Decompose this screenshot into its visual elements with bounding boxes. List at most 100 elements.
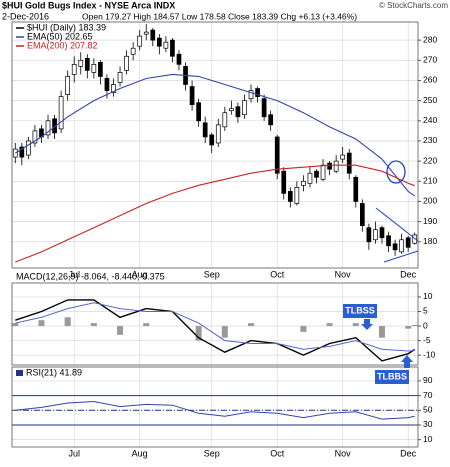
y-tick-label: 30 bbox=[423, 419, 433, 429]
candle-body bbox=[156, 37, 162, 47]
candle-body bbox=[274, 136, 280, 174]
candle-body bbox=[98, 61, 103, 77]
x-tick-label: Nov bbox=[335, 448, 352, 458]
y-tick-label: 270 bbox=[423, 55, 437, 65]
histogram-bar bbox=[195, 326, 202, 341]
line bbox=[15, 73, 416, 197]
candle-body bbox=[340, 154, 346, 160]
candle-body bbox=[189, 86, 195, 106]
y-tick-label: 10 bbox=[423, 291, 433, 301]
y-tick-label: 90 bbox=[423, 375, 433, 385]
legend-label: EMA(50) 202.65 bbox=[27, 31, 93, 41]
candle-body bbox=[58, 96, 64, 130]
annotation-box bbox=[343, 304, 377, 318]
candle-body bbox=[124, 55, 129, 71]
candle-body bbox=[359, 203, 365, 227]
histogram-bar bbox=[38, 320, 45, 327]
candle-body bbox=[235, 106, 241, 118]
date: 2-Dec-2016 bbox=[2, 11, 49, 21]
histogram-bar bbox=[405, 326, 412, 329]
arrow bbox=[361, 319, 373, 330]
candle-body bbox=[320, 164, 326, 180]
histogram-bar bbox=[12, 323, 19, 327]
x-tick-label: Aug bbox=[132, 448, 148, 458]
y-tick-label: 50 bbox=[423, 405, 433, 415]
legend-label: EMA(200) 207.82 bbox=[27, 40, 98, 50]
y-tick-label: 180 bbox=[423, 236, 437, 246]
histogram-bar bbox=[411, 324, 418, 327]
y-tick-label: 10 bbox=[423, 434, 433, 444]
x-tick-label: Nov bbox=[335, 269, 352, 279]
candle-body bbox=[248, 90, 254, 99]
candle-body bbox=[373, 229, 378, 241]
histogram-bar bbox=[300, 326, 307, 332]
candle-body bbox=[353, 176, 359, 202]
candle-body bbox=[327, 162, 332, 170]
x-tick-label: Sep bbox=[204, 269, 220, 279]
x-tick-label: Oct bbox=[270, 269, 285, 279]
candle-body bbox=[392, 243, 398, 251]
candle-body bbox=[333, 160, 339, 172]
histogram-bar bbox=[248, 323, 255, 327]
histogram-bar bbox=[143, 323, 150, 327]
y-tick-label: 200 bbox=[423, 196, 437, 206]
histogram-bar bbox=[117, 326, 124, 335]
candle-body bbox=[255, 88, 260, 97]
y-tick-label: -5 bbox=[423, 335, 431, 345]
candle-body bbox=[111, 84, 116, 93]
line bbox=[15, 299, 416, 362]
y-tick-label: 5 bbox=[423, 306, 428, 316]
candle-body bbox=[71, 63, 77, 75]
annotation: TLBBS bbox=[377, 371, 407, 381]
candle-body bbox=[150, 29, 156, 41]
y-tick-label: 280 bbox=[423, 34, 437, 44]
symbol-title: $HUI Gold Bugs Index - NYSE Arca INDX bbox=[2, 0, 175, 10]
histogram-bar bbox=[352, 323, 359, 327]
candle-body bbox=[32, 130, 38, 144]
panel-frame bbox=[11, 366, 419, 448]
candle-body bbox=[412, 234, 418, 244]
candle-body bbox=[215, 124, 221, 144]
x-tick-label: Aug bbox=[132, 269, 148, 279]
x-tick-label: Jul bbox=[68, 269, 80, 279]
candle-body bbox=[65, 76, 71, 95]
legend-swatch bbox=[16, 370, 23, 376]
candle-body bbox=[294, 186, 300, 204]
panel bbox=[12, 22, 418, 268]
quote: Open 179.27 High 184.57 Low 178.58 Close… bbox=[82, 11, 357, 21]
candle-body bbox=[176, 53, 182, 65]
candle-body bbox=[104, 78, 110, 91]
candle-body bbox=[346, 152, 352, 174]
candle-body bbox=[405, 237, 411, 248]
watermark: © StockCharts.com bbox=[379, 1, 448, 10]
candle-body bbox=[130, 47, 136, 55]
candle-body bbox=[26, 140, 31, 156]
candle-body bbox=[19, 146, 25, 158]
candle-body bbox=[12, 148, 18, 158]
histogram-bar bbox=[64, 317, 71, 327]
candle-body bbox=[78, 59, 84, 67]
candle-body bbox=[379, 227, 385, 239]
y-tick-label: -10 bbox=[423, 349, 436, 359]
y-tick-label: 240 bbox=[423, 115, 437, 125]
panel-frame bbox=[11, 282, 419, 366]
x-tick-label: Jul bbox=[68, 448, 80, 458]
candle-body bbox=[222, 112, 228, 128]
x-tick-label: Oct bbox=[270, 448, 285, 458]
panel-frame bbox=[11, 21, 419, 269]
line bbox=[15, 164, 415, 263]
legend-label: MACD(12,26,9) -8.064, -8.440, 0.375 bbox=[16, 271, 165, 281]
candle-body bbox=[137, 35, 143, 47]
highlight-circle bbox=[386, 160, 406, 184]
candle-body bbox=[301, 180, 306, 186]
legend-label: RSI(21) 41.89 bbox=[26, 367, 82, 377]
y-tick-label: 230 bbox=[423, 135, 437, 145]
candle-body bbox=[281, 170, 287, 194]
y-tick-label: 190 bbox=[423, 216, 437, 226]
line bbox=[15, 400, 415, 420]
candle-body bbox=[84, 57, 90, 71]
candle-body bbox=[399, 239, 404, 253]
candle-body bbox=[117, 72, 123, 83]
annotation: TLBSS bbox=[345, 305, 375, 315]
